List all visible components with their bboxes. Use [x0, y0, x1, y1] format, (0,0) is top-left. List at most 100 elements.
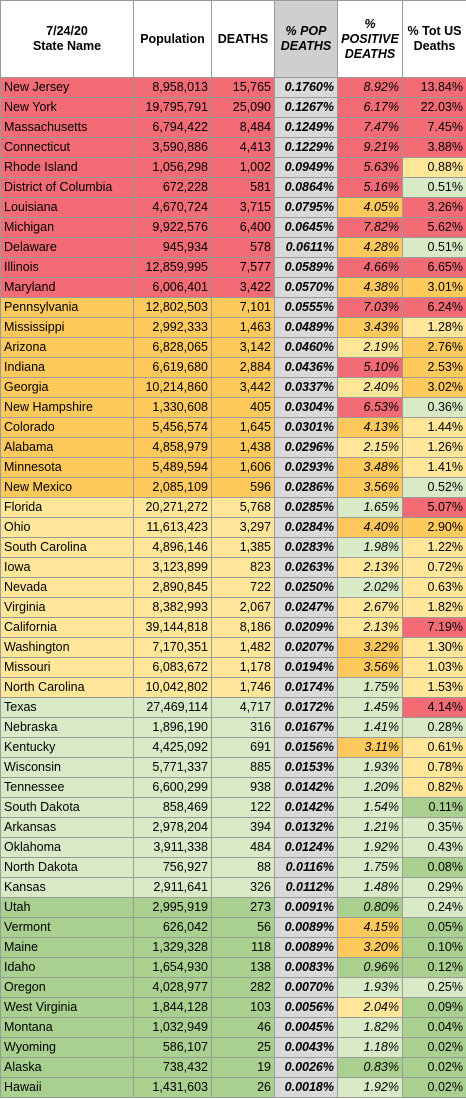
tot-us-deaths-cell: 0.11% — [402, 797, 466, 818]
table-row: Tennessee 6,600,299 938 0.0142% 1.20% 0.82% — [0, 777, 466, 798]
population-cell: 39,144,818 — [133, 617, 212, 638]
positive-deaths-cell: 7.47% — [337, 117, 403, 138]
deaths-cell: 885 — [211, 757, 275, 778]
deaths-cell: 56 — [211, 917, 275, 938]
positive-deaths-cell: 3.22% — [337, 637, 403, 658]
positive-deaths-cell: 6.17% — [337, 97, 403, 118]
positive-deaths-cell: 1.18% — [337, 1037, 403, 1058]
pop-deaths-cell: 0.0611% — [274, 237, 338, 258]
deaths-cell: 4,717 — [211, 697, 275, 718]
population-cell: 738,432 — [133, 1057, 212, 1078]
deaths-cell: 88 — [211, 857, 275, 878]
table-row: Texas 27,469,114 4,717 0.0172% 1.45% 4.14% — [0, 697, 466, 718]
pop-deaths-cell: 0.0070% — [274, 977, 338, 998]
table-row: Arkansas 2,978,204 394 0.0132% 1.21% 0.35% — [0, 817, 466, 838]
tot-us-deaths-cell: 0.43% — [402, 837, 466, 858]
population-cell: 5,456,574 — [133, 417, 212, 438]
positive-deaths-cell: 4.66% — [337, 257, 403, 278]
population-cell: 4,028,977 — [133, 977, 212, 998]
table-row: Alabama 4,858,979 1,438 0.0296% 2.15% 1.26% — [0, 437, 466, 458]
pop-deaths-cell: 0.0296% — [274, 437, 338, 458]
positive-deaths-cell: 8.92% — [337, 77, 403, 98]
population-cell: 2,978,204 — [133, 817, 212, 838]
state-name-cell: South Dakota — [0, 797, 134, 818]
population-cell: 11,613,423 — [133, 517, 212, 538]
deaths-cell: 596 — [211, 477, 275, 498]
state-name-cell: North Dakota — [0, 857, 134, 878]
population-cell: 6,006,401 — [133, 277, 212, 298]
pop-deaths-cell: 0.0089% — [274, 937, 338, 958]
pct-tot-us-deaths-header: % Tot US Deaths — [402, 0, 466, 78]
pop-deaths-cell: 0.0174% — [274, 677, 338, 698]
deaths-cell: 484 — [211, 837, 275, 858]
tot-us-deaths-cell: 1.03% — [402, 657, 466, 678]
tot-us-deaths-cell: 0.02% — [402, 1057, 466, 1078]
state-name-cell: Colorado — [0, 417, 134, 438]
tot-us-deaths-cell: 0.51% — [402, 237, 466, 258]
table-row: Georgia 10,214,860 3,442 0.0337% 2.40% 3.02% — [0, 377, 466, 398]
population-cell: 5,489,594 — [133, 457, 212, 478]
pop-deaths-cell: 0.0207% — [274, 637, 338, 658]
table-row: Hawaii 1,431,603 26 0.0018% 1.92% 0.02% — [0, 1077, 466, 1098]
pop-deaths-cell: 0.0091% — [274, 897, 338, 918]
state-name-cell: Arkansas — [0, 817, 134, 838]
state-name-cell: Washington — [0, 637, 134, 658]
date-label: 7/24/20 — [46, 24, 88, 38]
table-row: Vermont 626,042 56 0.0089% 4.15% 0.05% — [0, 917, 466, 938]
tot-us-deaths-cell: 0.08% — [402, 857, 466, 878]
pop-deaths-cell: 0.0132% — [274, 817, 338, 838]
deaths-cell: 138 — [211, 957, 275, 978]
positive-deaths-cell: 2.13% — [337, 617, 403, 638]
deaths-cell: 8,484 — [211, 117, 275, 138]
state-name-cell: Missouri — [0, 657, 134, 678]
table-row: Washington 7,170,351 1,482 0.0207% 3.22% 1.30… — [0, 637, 466, 658]
deaths-cell: 3,715 — [211, 197, 275, 218]
positive-deaths-cell: 1.48% — [337, 877, 403, 898]
state-name-cell: Connecticut — [0, 137, 134, 158]
state-name-cell: Massachusetts — [0, 117, 134, 138]
pop-deaths-cell: 0.0089% — [274, 917, 338, 938]
table-row: Missouri 6,083,672 1,178 0.0194% 3.56% 1.03% — [0, 657, 466, 678]
population-cell: 2,890,845 — [133, 577, 212, 598]
positive-deaths-cell: 3.43% — [337, 317, 403, 338]
population-cell: 1,896,190 — [133, 717, 212, 738]
deaths-cell: 1,463 — [211, 317, 275, 338]
positive-deaths-cell: 1.75% — [337, 857, 403, 878]
pct-positive-deaths-header: % POSITIVE DEATHS — [337, 0, 403, 78]
tot-us-deaths-cell: 0.28% — [402, 717, 466, 738]
positive-deaths-cell: 3.11% — [337, 737, 403, 758]
deaths-header: DEATHS — [211, 0, 275, 78]
positive-deaths-cell: 1.82% — [337, 1017, 403, 1038]
pop-deaths-cell: 0.0285% — [274, 497, 338, 518]
positive-deaths-cell: 1.93% — [337, 977, 403, 998]
population-cell: 586,107 — [133, 1037, 212, 1058]
population-cell: 945,934 — [133, 237, 212, 258]
table-row: Kansas 2,911,641 326 0.0112% 1.48% 0.29% — [0, 877, 466, 898]
deaths-cell: 7,577 — [211, 257, 275, 278]
table-row: Oklahoma 3,911,338 484 0.0124% 1.92% 0.43% — [0, 837, 466, 858]
population-cell: 19,795,791 — [133, 97, 212, 118]
pop-deaths-cell: 0.0153% — [274, 757, 338, 778]
tot-us-deaths-cell: 2.53% — [402, 357, 466, 378]
deaths-cell: 6,400 — [211, 217, 275, 238]
table-row: Delaware 945,934 578 0.0611% 4.28% 0.51% — [0, 237, 466, 258]
population-cell: 4,896,146 — [133, 537, 212, 558]
population-cell: 6,600,299 — [133, 777, 212, 798]
positive-deaths-cell: 4.13% — [337, 417, 403, 438]
deaths-cell: 823 — [211, 557, 275, 578]
table-row: Florida 20,271,272 5,768 0.0285% 1.65% 5.07% — [0, 497, 466, 518]
tot-us-deaths-cell: 0.82% — [402, 777, 466, 798]
state-name-cell: Oklahoma — [0, 837, 134, 858]
pop-deaths-cell: 0.0116% — [274, 857, 338, 878]
state-name-cell: Wisconsin — [0, 757, 134, 778]
population-cell: 4,670,724 — [133, 197, 212, 218]
tot-us-deaths-cell: 7.19% — [402, 617, 466, 638]
pop-deaths-cell: 0.0142% — [274, 797, 338, 818]
pop-deaths-cell: 0.1267% — [274, 97, 338, 118]
deaths-cell: 25 — [211, 1037, 275, 1058]
deaths-cell: 1,606 — [211, 457, 275, 478]
population-cell: 2,085,109 — [133, 477, 212, 498]
pop-deaths-cell: 0.0489% — [274, 317, 338, 338]
population-header: Population — [133, 0, 212, 78]
state-name-cell: Iowa — [0, 557, 134, 578]
